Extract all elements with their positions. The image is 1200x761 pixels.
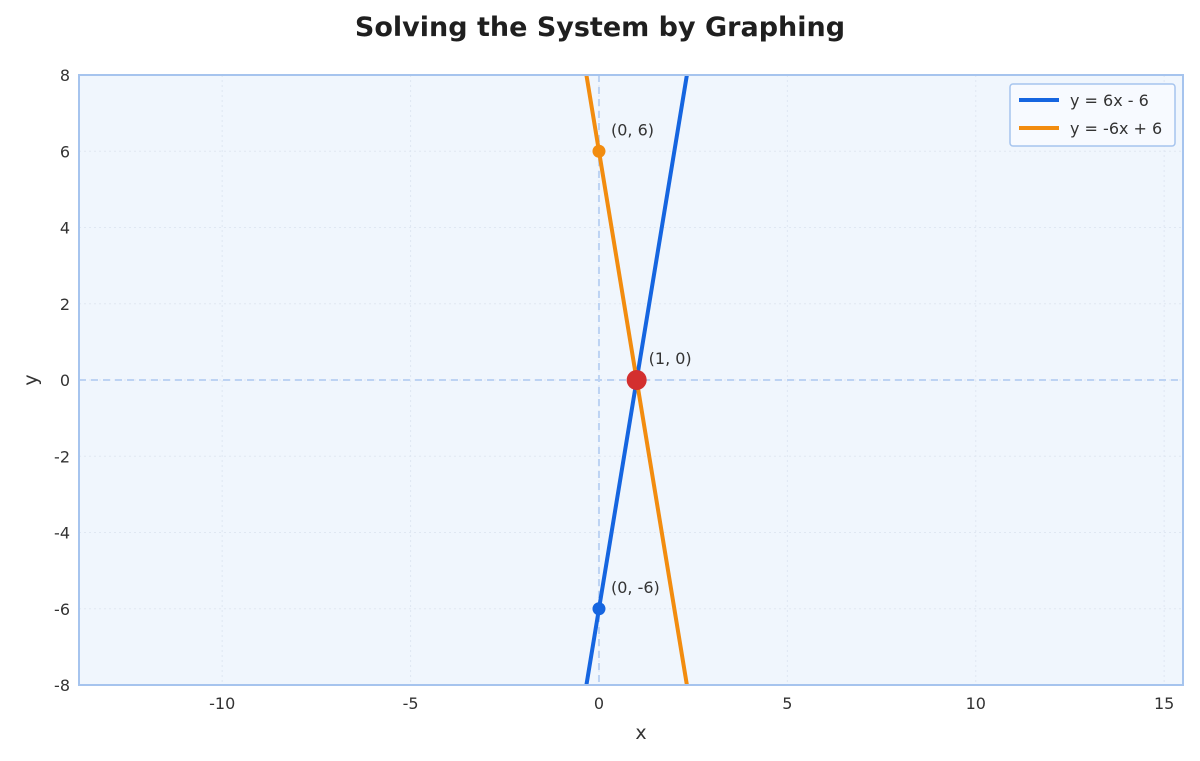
x-tick-label: 5: [782, 694, 792, 713]
y-axis-label: y: [20, 374, 42, 385]
y-tick-label: -6: [54, 600, 70, 619]
x-tick-label: -10: [209, 694, 235, 713]
legend-label: y = -6x + 6: [1070, 119, 1162, 138]
y-tick-label: -4: [54, 524, 70, 543]
y-tick-label: 4: [60, 219, 70, 238]
point-marker: [592, 144, 606, 158]
y-tick-labels: -8 -6 -4 -2 0 2 4 6 8: [54, 66, 70, 695]
y-tick-label: 2: [60, 295, 70, 314]
point-marker: [592, 602, 606, 616]
x-tick-label: -5: [403, 694, 419, 713]
y-tick-label: -8: [54, 676, 70, 695]
y-tick-label: -2: [54, 447, 70, 466]
point-label: (0, -6): [611, 578, 660, 597]
point-label: (1, 0): [649, 349, 692, 368]
x-tick-label: 0: [594, 694, 604, 713]
x-axis-label: x: [635, 722, 646, 744]
plot-frame: [78, 74, 1184, 686]
y-tick-label: 6: [60, 142, 70, 161]
x-tick-label: 15: [1154, 694, 1174, 713]
point-label: (0, 6): [611, 120, 654, 139]
point-marker: [626, 370, 647, 390]
legend: y = 6x - 6 y = -6x + 6: [1009, 83, 1176, 147]
x-tick-label: 10: [966, 694, 986, 713]
y-tick-label: 8: [60, 66, 70, 85]
legend-label: y = 6x - 6: [1070, 91, 1149, 110]
y-tick-label: 0: [60, 371, 70, 390]
highlight-points: (0, 6) (0, -6) (1, 0): [592, 120, 692, 616]
x-tick-labels: -10 -5 0 5 10 15: [209, 694, 1174, 713]
chart-title: Solving the System by Graphing: [354, 12, 846, 43]
